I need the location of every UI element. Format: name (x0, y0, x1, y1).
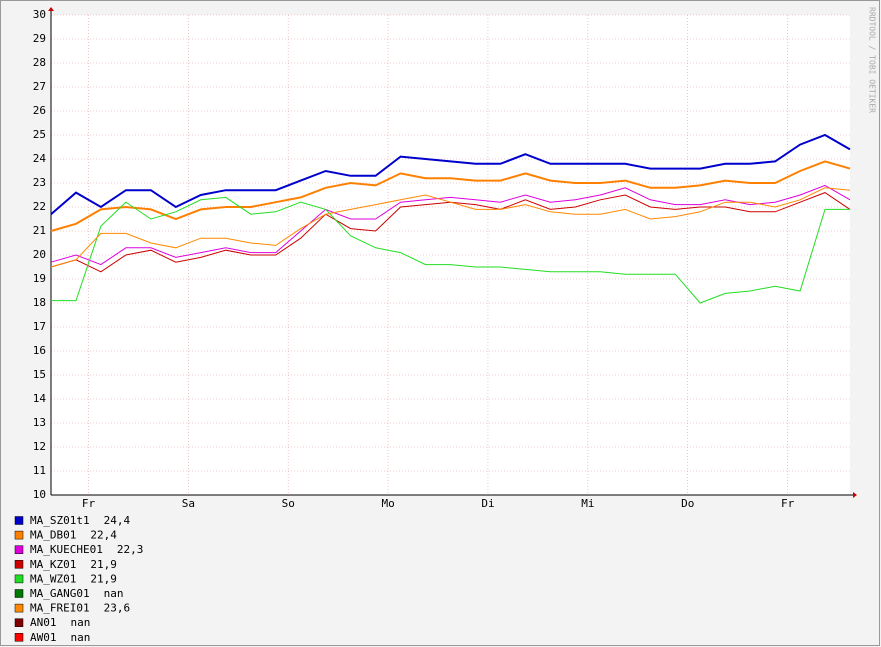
watermark: RRDTOOL / TOBI OETIKER (868, 7, 877, 113)
legend-name: MA_FREI01 (30, 602, 90, 615)
y-tick-label: 18 (33, 296, 46, 309)
y-tick-label: 27 (33, 80, 46, 93)
axis-arrow (48, 7, 54, 11)
legend-entry: AN01 nan (30, 616, 90, 629)
legend-swatch (14, 560, 24, 569)
legend-value: nan (71, 616, 91, 629)
legend-name: MA_WZ01 (30, 572, 76, 585)
legend-entry: MA_SZ01t1 24,4 (30, 514, 130, 527)
legend-swatch (14, 545, 24, 554)
y-tick-label: 22 (33, 200, 46, 213)
legend-name: MA_KZ01 (30, 558, 76, 571)
series-line (50, 184, 851, 266)
legend-value: 22,3 (117, 543, 144, 556)
y-tick-label: 28 (33, 56, 46, 69)
legend-name: MA_GANG01 (30, 587, 90, 600)
y-tick-label: 26 (33, 104, 46, 117)
legend-value: 23,6 (104, 602, 131, 615)
legend-value: nan (71, 631, 91, 644)
y-tick-label: 14 (33, 392, 47, 405)
legend-value: 21,9 (90, 558, 117, 571)
y-tick-label: 20 (33, 248, 46, 261)
y-tick-label: 24 (33, 152, 47, 165)
legend-swatch (14, 589, 24, 598)
x-tick-label: Mo (381, 497, 394, 510)
series-line (50, 160, 851, 232)
legend-name: AN01 (30, 616, 57, 629)
legend-swatch (14, 618, 24, 627)
y-tick-label: 17 (33, 320, 46, 333)
legend-name: MA_DB01 (30, 529, 76, 542)
x-tick-label: Sa (182, 497, 195, 510)
y-tick-label: 11 (33, 464, 46, 477)
legend-name: MA_SZ01t1 (30, 514, 90, 527)
legend-entry: MA_KUECHE01 22,3 (30, 543, 143, 556)
legend-swatch (14, 574, 24, 584)
legend-swatch (14, 530, 24, 540)
legend-entry: MA_GANG01 nan (30, 587, 123, 600)
legend-name: AW01 (30, 631, 57, 644)
legend-value: nan (104, 587, 124, 600)
legend-value: 21,9 (90, 572, 117, 585)
legend-entry: MA_WZ01 21,9 (30, 572, 117, 585)
y-tick-label: 19 (33, 272, 46, 285)
legend-swatch (14, 603, 24, 613)
legend-name: MA_KUECHE01 (30, 543, 103, 556)
legend-swatch (14, 633, 24, 642)
x-tick-label: Do (681, 497, 694, 510)
x-tick-label: So (282, 497, 295, 510)
x-tick-label: Mi (581, 497, 594, 510)
legend-entry: MA_FREI01 23,6 (30, 602, 130, 615)
series-line (50, 187, 851, 268)
legend-entry: AW01 nan (30, 631, 90, 644)
legend-value: 22,4 (90, 529, 117, 542)
x-tick-label: Di (481, 497, 494, 510)
legend-swatch (14, 516, 24, 525)
y-tick-label: 15 (33, 368, 46, 381)
y-tick-label: 10 (33, 488, 46, 501)
series-line (50, 133, 851, 215)
axis-arrow (853, 492, 857, 498)
y-tick-label: 25 (33, 128, 46, 141)
legend-entry: MA_KZ01 21,9 (30, 558, 117, 571)
x-tick-label: Fr (781, 497, 795, 510)
y-tick-label: 16 (33, 344, 46, 357)
legend-value: 24,4 (104, 514, 131, 527)
y-tick-label: 23 (33, 176, 46, 189)
y-tick-label: 29 (33, 32, 46, 45)
x-tick-label: Fr (82, 497, 96, 510)
series-line (51, 196, 850, 304)
y-tick-label: 12 (33, 440, 46, 453)
y-tick-label: 21 (33, 224, 46, 237)
y-tick-label: 13 (33, 416, 46, 429)
legend-entry: MA_DB01 22,4 (30, 529, 117, 542)
y-tick-label: 30 (33, 8, 46, 21)
